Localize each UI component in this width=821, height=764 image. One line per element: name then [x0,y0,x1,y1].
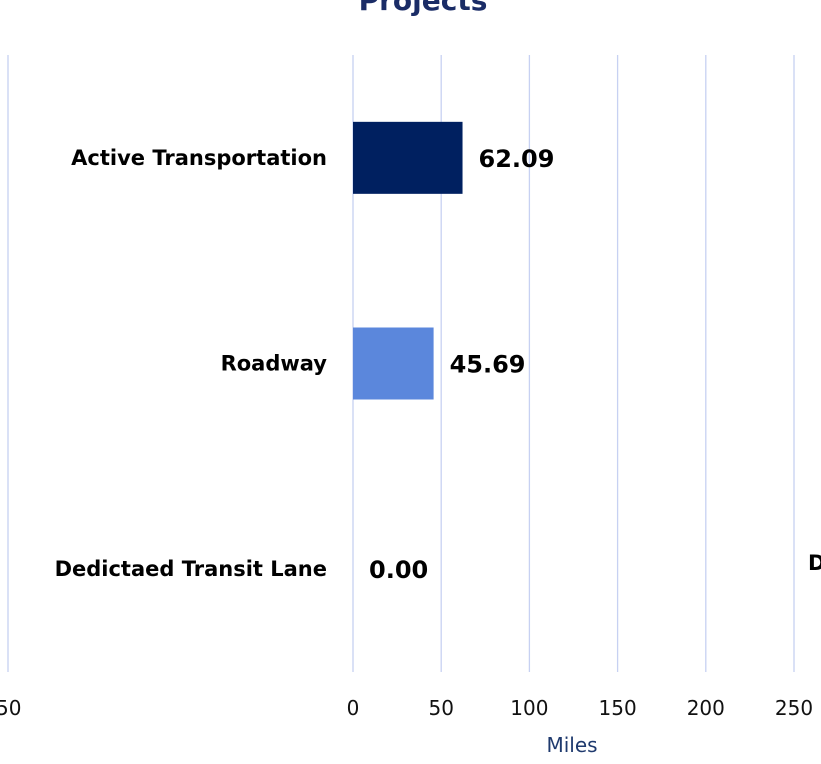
bar [353,121,463,194]
category-labels: Active Transportation Roadway Dedictaed Tr… [55,146,328,581]
x-tick-label: 0 [347,696,360,720]
x-axis-title: Miles [546,733,597,757]
data-label: 62.09 [479,145,555,173]
category-label: Active Transportation [71,146,327,170]
partial-left-tick-label: 50 [0,696,21,720]
value-labels: 62.09 45.69 0.00 [369,145,554,584]
data-label: 0.00 [369,556,428,584]
x-tick-label: 250 [775,696,813,720]
bar [353,327,434,400]
x-tick-label: 100 [510,696,548,720]
bars [353,121,463,400]
x-tick-label: 150 [599,696,637,720]
category-label: Roadway [221,352,328,376]
partial-right-label: D [808,551,821,575]
chart-title: Projects [359,0,488,17]
x-tick-label: 200 [687,696,725,720]
x-tick-label: 50 [428,696,453,720]
category-label: Dedictaed Transit Lane [55,557,327,581]
data-label: 45.69 [450,351,526,379]
x-tick-labels: 0 50 100 150 200 250 [347,696,813,720]
